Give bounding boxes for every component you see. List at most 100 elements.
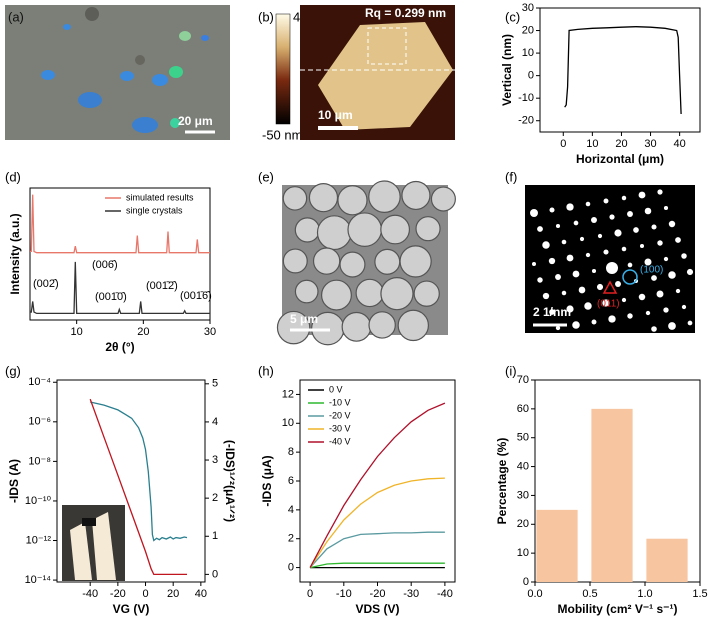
afm-image xyxy=(300,5,455,140)
x-tick-label: 0.5 xyxy=(582,588,597,600)
diffraction-spot xyxy=(657,189,663,195)
diffraction-spot xyxy=(651,275,657,281)
bar xyxy=(646,538,688,582)
y2-tick-label: 2 xyxy=(212,492,218,504)
y-tick-label: 0 xyxy=(288,561,294,573)
series-line xyxy=(309,477,445,568)
diffraction-spot xyxy=(549,309,555,315)
panel-label: (g) xyxy=(5,363,21,378)
diffraction-spot xyxy=(681,304,687,310)
device-photo xyxy=(62,505,125,581)
diffraction-spot xyxy=(530,209,538,217)
y-tick-label: 10⁻¹² xyxy=(26,534,52,546)
x-tick-label: 30 xyxy=(204,326,216,338)
diffraction-spot xyxy=(627,262,633,268)
diffraction-spot xyxy=(597,233,603,239)
scale-bar-label: 2 1/nm xyxy=(533,305,571,319)
x-tick-label: 0 xyxy=(307,588,313,600)
x-axis-label: 2θ (°) xyxy=(105,340,134,354)
x-tick-label: -20 xyxy=(370,588,386,600)
peak-label: (002̄) xyxy=(33,278,59,290)
panel-label: (f) xyxy=(505,169,517,184)
diffraction-spot xyxy=(555,325,561,331)
diffraction-spot xyxy=(681,253,687,259)
roughness-label: Rq = 0.299 nm xyxy=(365,6,446,20)
x-tick-label: -10 xyxy=(336,588,352,600)
plot-frame xyxy=(29,187,211,321)
legend-label: -30 V xyxy=(329,423,351,433)
tem-particle xyxy=(316,215,352,251)
bar xyxy=(591,408,633,582)
y-tick-label: 10⁻⁶ xyxy=(28,416,51,428)
tem-particle xyxy=(430,186,456,212)
tem-particle xyxy=(294,217,321,243)
saed-image xyxy=(525,185,695,333)
diffraction-spot xyxy=(668,271,676,279)
x-tick-label: -20 xyxy=(110,588,126,600)
y-axis-label: Percentage (%) xyxy=(495,438,509,525)
tem-particle xyxy=(413,280,440,307)
diffraction-spot xyxy=(663,307,669,313)
panel-label: (h) xyxy=(258,363,274,378)
series-line xyxy=(30,194,210,254)
y-tick-label: 10⁻⁴ xyxy=(28,376,51,388)
tem-particle xyxy=(355,278,384,308)
colorbar xyxy=(275,13,291,125)
diffraction-spot xyxy=(542,292,550,300)
x-tick-label: 10 xyxy=(586,138,598,150)
diffraction-spot xyxy=(537,226,543,232)
x-tick-label: 10 xyxy=(71,326,83,338)
spot-marker xyxy=(602,280,618,294)
y-tick-label: 10⁻⁸ xyxy=(28,455,51,467)
diffraction-spot xyxy=(585,252,591,258)
legend-label: 0 V xyxy=(329,384,343,394)
diffraction-spot xyxy=(638,293,646,301)
diffraction-spot xyxy=(651,326,657,332)
series-line xyxy=(89,398,187,576)
diffraction-spot xyxy=(606,262,618,274)
y-tick-label: 40 xyxy=(517,460,529,472)
y-tick-label: 10⁻¹⁴ xyxy=(25,574,52,586)
scale-bar-label: 20 μm xyxy=(178,114,213,128)
y-axis-label: Intensity (a.u.) xyxy=(8,213,22,294)
y-tick-label: 10 xyxy=(522,47,534,59)
diffraction-spot xyxy=(644,207,652,215)
diffraction-spot xyxy=(602,299,610,307)
diffraction-spot xyxy=(663,256,669,262)
diffraction-spot xyxy=(566,305,574,313)
panel-label: (i) xyxy=(505,363,517,378)
diffraction-spot xyxy=(675,237,681,243)
bar xyxy=(536,509,578,582)
tem-particle xyxy=(282,248,308,274)
y-tick-label: 10 xyxy=(282,417,294,429)
diffraction-spot xyxy=(668,220,676,228)
tem-particle xyxy=(347,212,383,247)
series-line xyxy=(30,261,210,315)
y-tick-label: 30 xyxy=(517,489,529,501)
diffraction-spot xyxy=(555,223,561,229)
y-tick-label: 10 xyxy=(517,547,529,559)
diffraction-spot xyxy=(561,290,567,296)
tem-particle xyxy=(294,279,319,304)
x-tick-label: 0.0 xyxy=(527,588,542,600)
y-tick-label: 10⁻¹⁰ xyxy=(25,495,52,507)
diffraction-spot xyxy=(579,236,585,242)
plot-frame xyxy=(539,7,701,133)
y2-tick-label: 4 xyxy=(212,416,218,428)
y2-tick-label: 3 xyxy=(212,454,218,466)
x-tick-label: 40 xyxy=(674,138,686,150)
diffraction-spot xyxy=(549,207,555,213)
tem-particle xyxy=(276,310,311,345)
tem-particle xyxy=(282,186,308,211)
y-tick-label: 0 xyxy=(528,70,534,82)
optical-image xyxy=(5,5,230,140)
diffraction-spot xyxy=(584,302,592,310)
diffraction-spot xyxy=(548,257,556,265)
y-tick-label: 8 xyxy=(288,446,294,458)
diffraction-spot xyxy=(555,274,561,280)
y-tick-label: 6 xyxy=(288,475,294,487)
panel-label: (e) xyxy=(258,169,274,184)
diffraction-spot xyxy=(614,229,622,237)
x-tick-label: 30 xyxy=(644,138,656,150)
